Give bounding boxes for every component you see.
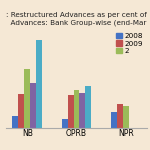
Bar — [85, 86, 91, 128]
Legend: 2008, 2009, 2: 2008, 2009, 2 — [116, 33, 143, 54]
Bar — [18, 94, 24, 128]
Bar — [117, 104, 123, 128]
Bar — [123, 106, 129, 128]
Bar — [111, 112, 117, 128]
Bar — [80, 93, 85, 128]
Bar — [12, 116, 18, 128]
Text: : Restructured Advances as per cent of
  Advances: Bank Group-wise (end-Mar: : Restructured Advances as per cent of A… — [6, 12, 147, 26]
Bar — [68, 95, 74, 128]
Bar — [62, 118, 68, 127]
Bar — [74, 90, 80, 128]
Bar — [36, 40, 42, 128]
Bar — [24, 69, 30, 128]
Bar — [30, 83, 36, 128]
